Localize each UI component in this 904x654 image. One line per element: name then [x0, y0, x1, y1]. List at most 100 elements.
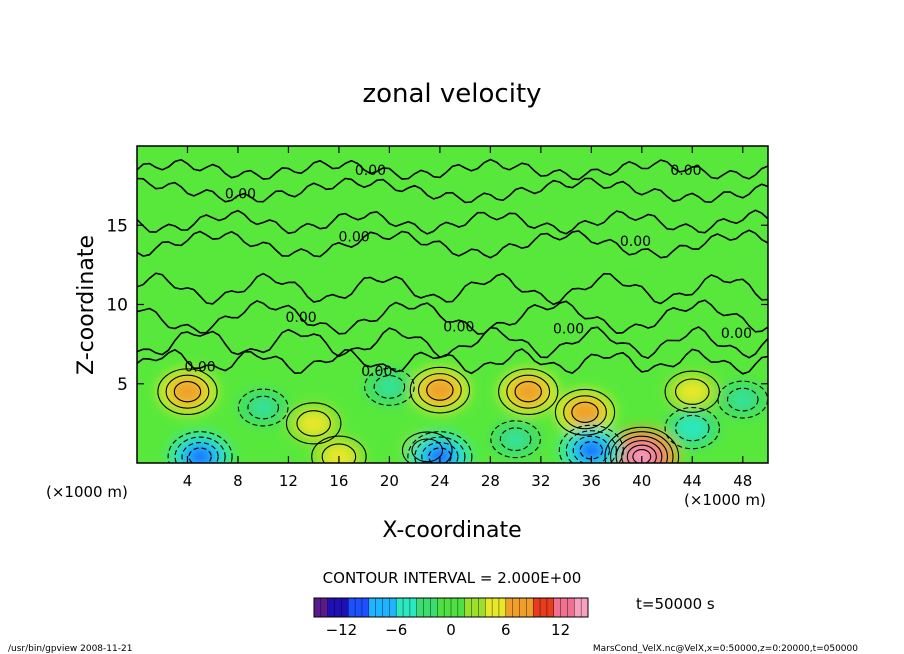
- colorbar-segment: [574, 598, 582, 617]
- x-tick-label: 12: [279, 472, 298, 490]
- field-region-peak: [381, 381, 397, 393]
- zero-contour-line: [137, 272, 768, 306]
- colorbar-segment: [334, 598, 342, 617]
- colorbar-segment: [355, 598, 363, 617]
- colorbar-segment: [375, 598, 383, 617]
- x-tick-label: 44: [683, 472, 702, 490]
- contour-ring: [401, 431, 453, 463]
- y-tick-label: 5: [117, 375, 128, 395]
- contour-ring: [565, 430, 617, 463]
- contour-ring: [426, 379, 454, 401]
- contour-ring: [174, 436, 226, 463]
- contour-ring: [632, 448, 652, 463]
- colorbar-tick-label: 12: [551, 621, 570, 639]
- contour-ring: [554, 388, 616, 436]
- colorbar-segment: [368, 598, 377, 617]
- field-region-peak: [178, 384, 197, 399]
- colorbar-segment: [361, 598, 370, 617]
- x-tick-label: 24: [430, 472, 449, 490]
- contour-ring: [237, 388, 289, 427]
- colorbar: [314, 598, 589, 617]
- plot-area: [137, 146, 768, 463]
- contour-ring: [181, 441, 219, 463]
- zero-contour-line: [137, 177, 768, 204]
- colorbar-segment: [478, 598, 486, 617]
- x-tick-label: 32: [531, 472, 550, 490]
- colorbar-segment: [430, 598, 438, 617]
- zero-contour-line: [137, 229, 768, 259]
- field-region-peak: [684, 385, 701, 398]
- colorbar-segment: [553, 598, 562, 617]
- contour-ring: [674, 414, 710, 442]
- colorbar-segment: [423, 598, 431, 617]
- contour-ring: [498, 368, 559, 416]
- contour-value-label: 0.00: [185, 359, 216, 375]
- colorbar-segment: [505, 598, 514, 617]
- y-axis: 5 10 15: [106, 216, 768, 395]
- zero-contour-line: [137, 299, 768, 335]
- contour-ring: [499, 427, 532, 452]
- colorbar-segment: [492, 598, 500, 617]
- field-region-peak: [581, 442, 601, 458]
- colorbar-segment: [314, 598, 322, 617]
- y-tick-label: 15: [106, 216, 128, 236]
- colorbar-segment: [567, 598, 575, 617]
- contour-ring: [664, 370, 721, 413]
- contour-value-label: 0.00: [361, 364, 392, 380]
- colorbar-tick-label: 0: [446, 621, 456, 639]
- contour-ring: [157, 368, 218, 416]
- colorbar-segment: [341, 598, 349, 617]
- footer-left: /usr/bin/gpview 2008-11-21: [8, 644, 132, 654]
- colorbar-segment: [471, 598, 479, 617]
- x-tick-label: 48: [733, 472, 752, 490]
- field-region-peak: [190, 449, 210, 463]
- contour-ring: [726, 387, 759, 412]
- colorbar-segment: [498, 598, 507, 617]
- contour-ring: [167, 431, 233, 463]
- contour-value-label: 0.00: [355, 163, 386, 179]
- colorbar-segment: [348, 598, 356, 617]
- colorbar-segment: [526, 598, 534, 617]
- colorbar-tick-label: −6: [385, 621, 407, 639]
- contour-labels: 0.00 0.00 0.00 0.00 0.00 0.00 0.00 0.00 0.00 0.00…: [185, 163, 753, 380]
- contour-ring: [572, 435, 610, 463]
- contour-ring: [414, 436, 466, 463]
- field-region-peak: [255, 402, 271, 414]
- colorbar-segment: [457, 598, 466, 617]
- contour-value-label: 0.00: [620, 234, 651, 250]
- colorbar-frame: [313, 597, 589, 618]
- contour-value-label: 0.00: [553, 321, 584, 337]
- x-units-right: (×1000 m): [684, 491, 766, 509]
- contour-ring: [173, 380, 202, 403]
- colorbar-segment: [451, 598, 459, 617]
- contour-value-label: 0.00: [443, 320, 474, 336]
- colorbar-segment: [444, 598, 452, 617]
- contour-ring: [664, 406, 721, 450]
- field-region-peak: [519, 384, 538, 399]
- x-tick-label: 20: [380, 472, 399, 490]
- contour-value-label: 0.00: [721, 326, 752, 342]
- colorbar-segment: [512, 598, 520, 617]
- colorbar-segment: [389, 598, 397, 617]
- x-axis: 4 8 12 16 20 24 28 32 36 40 44 48: [183, 146, 752, 490]
- colorbar-segment: [437, 598, 445, 617]
- contour-ring: [621, 440, 663, 463]
- contour-ring: [579, 441, 604, 460]
- contour-ring: [296, 410, 331, 437]
- colorbar-segment: [485, 598, 493, 617]
- colorbar-segment: [327, 598, 336, 617]
- zero-contour-line: [137, 158, 768, 181]
- colorbar-segment: [546, 598, 555, 617]
- field-region-peak: [576, 405, 594, 420]
- contour-ring: [604, 426, 680, 463]
- contour-ring: [407, 431, 473, 463]
- zero-contour-line: [137, 326, 768, 359]
- colorbar-segment: [581, 598, 589, 617]
- x-axis-label: X-coordinate: [382, 518, 521, 543]
- contour-ring: [188, 447, 212, 463]
- contour-lines: [137, 158, 768, 463]
- field-region-peak: [735, 394, 751, 406]
- colorbar-segment: [519, 598, 527, 617]
- colorbar-tick-label: −12: [326, 621, 358, 639]
